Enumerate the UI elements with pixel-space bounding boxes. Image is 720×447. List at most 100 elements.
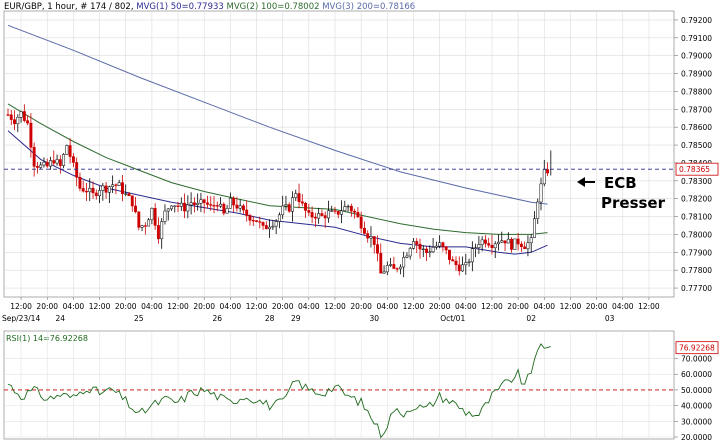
candle-body [271, 225, 275, 228]
candle-body [542, 169, 546, 185]
price-tick-label: 0.78200 [681, 195, 712, 204]
ma-line [7, 24, 548, 205]
candle-body [497, 241, 500, 245]
candle-body [88, 187, 92, 193]
candle-body [228, 197, 232, 209]
time-tick-label: 20:00 [115, 302, 137, 311]
candle-body [428, 251, 432, 253]
candle-body [22, 111, 26, 121]
candle-body [431, 247, 435, 253]
candle-body [483, 239, 487, 244]
candle-body [219, 203, 223, 207]
candle-body [503, 240, 507, 244]
price-tick-label: 0.78000 [681, 230, 712, 239]
candle-body [114, 184, 118, 186]
time-tick-label: 04:00 [141, 302, 163, 311]
candle-body [425, 248, 429, 253]
price-tick-label: 0.78500 [681, 141, 712, 150]
candle-body [65, 145, 69, 155]
candle-body [421, 248, 425, 251]
candle-body [441, 242, 445, 247]
candle-body [143, 225, 147, 227]
candle-body [32, 147, 36, 167]
time-tick-label: 04:00 [220, 302, 242, 311]
candle-body [323, 215, 327, 219]
candle-body [398, 266, 402, 270]
date-tick-label: 03 [605, 314, 615, 323]
rsi-tick-label: 70.0000 [681, 355, 712, 364]
time-tick-label: 12:00 [638, 302, 660, 311]
candle-body [232, 197, 236, 206]
candle-body [6, 114, 10, 116]
price-tick-label: 0.78600 [681, 123, 712, 132]
candle-body [101, 185, 105, 191]
candle-body [454, 260, 458, 266]
candle-body [366, 233, 370, 239]
date-tick-label: 28 [265, 314, 275, 323]
rsi-tick-label: 30.0000 [681, 417, 712, 426]
candle-body [408, 248, 412, 257]
candle-body [313, 216, 317, 219]
candle-body [170, 205, 173, 210]
price-tick-label: 0.77700 [681, 284, 712, 293]
candle-body [340, 210, 343, 215]
price-panel [3, 10, 675, 298]
candle-body [461, 264, 464, 272]
candle-body [353, 210, 357, 213]
candle-body [196, 203, 200, 206]
candle-body [71, 156, 75, 163]
candle-body [268, 226, 272, 230]
candle-body [58, 159, 62, 166]
time-tick-label: 20:00 [507, 302, 529, 311]
candle-body [241, 205, 245, 211]
candle-body [444, 246, 448, 251]
candle-body [294, 193, 298, 198]
interval-info: , 1 hour, # 174 / 802, [42, 2, 134, 12]
candle-body [382, 271, 386, 274]
candle-body [107, 186, 111, 193]
time-tick-label: 20:00 [586, 302, 608, 311]
time-tick-label: 12:00 [481, 302, 503, 311]
candle-body [75, 162, 79, 178]
candle-body [45, 161, 49, 167]
candle-body [274, 221, 278, 227]
candle-body [111, 184, 115, 187]
annotation-line2: Presser [601, 194, 666, 212]
candle-body [487, 243, 491, 246]
candle-body [307, 210, 311, 213]
price-tick-label: 0.77900 [681, 248, 712, 257]
rsi-series-line [7, 343, 551, 439]
candle-body [16, 117, 20, 125]
candle-body [68, 145, 72, 157]
price-tick-label: 0.78900 [681, 70, 712, 79]
symbol-label: EUR/GBP [4, 2, 42, 12]
candle-body [179, 202, 183, 207]
time-tick-label: 20:00 [429, 302, 451, 311]
time-tick-label: 12:00 [10, 302, 32, 311]
candle-body [448, 249, 451, 260]
candle-body [510, 238, 514, 250]
candle-body [304, 202, 308, 211]
candle-body [29, 122, 33, 148]
candle-body [493, 243, 497, 249]
candle-body [438, 242, 442, 247]
date-tick-label: Oct/01 [440, 314, 465, 323]
candle-body [140, 225, 144, 228]
candle-body [327, 210, 330, 219]
candle-body [395, 268, 399, 270]
candle-body [474, 247, 478, 249]
candle-body [212, 205, 216, 207]
candle-body [26, 120, 30, 124]
candle-body [297, 193, 301, 202]
candle-body [287, 204, 291, 212]
candle-body [349, 205, 353, 212]
candle-body [343, 206, 347, 212]
candle-body [412, 241, 415, 249]
time-tick-label: 20:00 [193, 302, 215, 311]
candle-body [310, 212, 314, 218]
rsi-tick-label: 50.0000 [681, 386, 712, 395]
candle-body [477, 244, 481, 248]
rsi-tick-label: 40.0000 [681, 402, 712, 411]
candle-body [376, 244, 379, 254]
